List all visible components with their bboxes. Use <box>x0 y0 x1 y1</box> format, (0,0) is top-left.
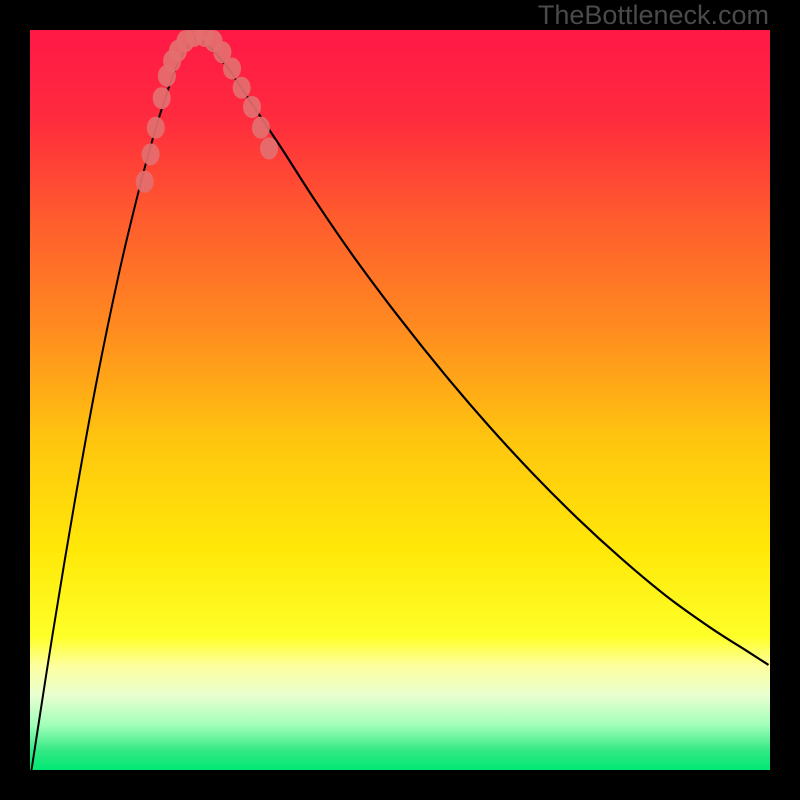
chart-svg <box>30 30 770 770</box>
data-marker <box>142 143 160 165</box>
plot-area <box>30 30 770 770</box>
image-root: TheBottleneck.com <box>0 0 800 800</box>
data-marker <box>252 117 270 139</box>
data-marker <box>136 171 154 193</box>
data-marker <box>223 57 241 79</box>
left-curve <box>31 37 196 770</box>
data-marker <box>233 77 251 99</box>
data-marker <box>153 87 171 109</box>
watermark-text: TheBottleneck.com <box>538 0 769 31</box>
right-curve <box>197 37 769 665</box>
data-marker <box>260 137 278 159</box>
marker-group <box>136 30 278 193</box>
data-marker <box>243 96 261 118</box>
data-marker <box>147 117 165 139</box>
